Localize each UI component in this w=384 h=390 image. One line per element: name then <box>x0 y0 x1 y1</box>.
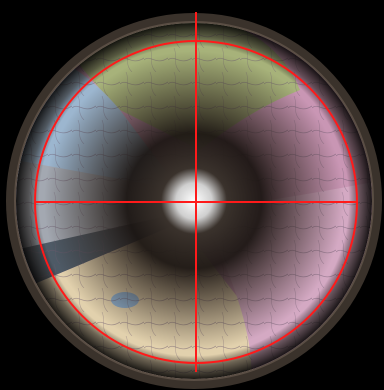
crosshair-overlay <box>34 12 358 372</box>
